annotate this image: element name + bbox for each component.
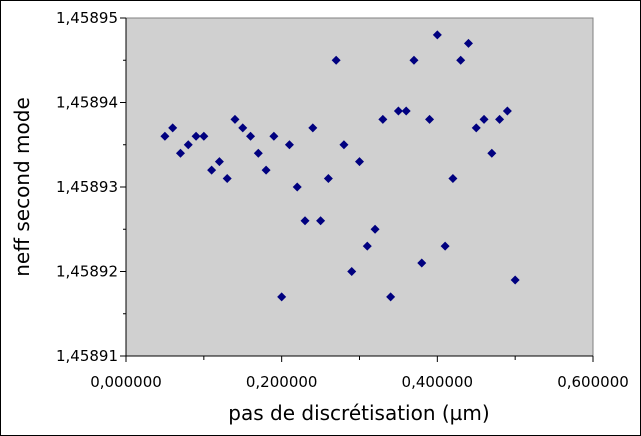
x-tick-label: 0,400000 xyxy=(402,373,474,391)
data-point xyxy=(355,157,364,167)
data-point xyxy=(456,55,466,65)
data-point xyxy=(214,157,224,167)
data-point xyxy=(246,131,256,141)
data-point xyxy=(495,114,505,124)
data-point xyxy=(362,241,372,251)
data-point xyxy=(417,258,427,268)
x-tick-label: 0,200000 xyxy=(246,373,318,391)
data-point xyxy=(471,123,481,133)
data-point xyxy=(277,292,287,302)
y-tick-label: 1,45892 xyxy=(56,263,118,281)
data-point xyxy=(440,241,450,251)
y-axis-title: neff second mode xyxy=(10,97,34,277)
data-point xyxy=(425,114,435,124)
data-point xyxy=(502,106,512,116)
data-point xyxy=(292,182,302,192)
axes: 1,45891 1,45892 1,45893 1,45894 1,45895 0,000… xyxy=(56,9,629,391)
data-point xyxy=(409,55,419,65)
data-point xyxy=(222,174,232,184)
x-tick-label: 0,600000 xyxy=(557,373,629,391)
data-point xyxy=(183,140,193,150)
data-point xyxy=(160,131,170,141)
x-axis-title: pas de discrétisation (µm) xyxy=(228,401,489,425)
data-point xyxy=(370,224,380,234)
data-point xyxy=(253,148,263,158)
y-tick-label: 1,45894 xyxy=(56,94,118,112)
data-point xyxy=(339,140,349,150)
data-point xyxy=(284,140,294,150)
data-point xyxy=(347,267,357,276)
data-point xyxy=(323,174,333,184)
data-point xyxy=(401,106,411,116)
data-point xyxy=(168,123,178,133)
x-tick-label: 0,000000 xyxy=(90,373,162,391)
data-point xyxy=(238,123,248,133)
data-point xyxy=(479,114,489,124)
y-tick-label: 1,45891 xyxy=(56,347,118,365)
plot-area xyxy=(125,17,594,357)
data-point xyxy=(269,131,279,141)
data-point xyxy=(510,275,520,285)
data-point xyxy=(207,165,217,175)
y-tick-label: 1,45895 xyxy=(56,9,118,27)
data-point xyxy=(261,165,271,175)
data-point xyxy=(487,148,497,158)
data-point xyxy=(393,106,403,116)
data-point xyxy=(463,38,473,48)
data-points xyxy=(160,30,520,302)
data-point xyxy=(191,131,201,141)
data-point xyxy=(175,148,185,158)
data-point xyxy=(308,123,318,133)
data-point xyxy=(300,216,310,226)
data-point xyxy=(432,30,442,40)
data-point xyxy=(378,114,388,124)
data-point xyxy=(331,55,341,65)
data-point xyxy=(386,292,396,302)
data-point xyxy=(230,114,240,124)
data-point xyxy=(199,131,209,141)
data-point xyxy=(316,216,326,226)
y-tick-label: 1,45893 xyxy=(56,178,118,196)
data-point xyxy=(448,174,458,184)
